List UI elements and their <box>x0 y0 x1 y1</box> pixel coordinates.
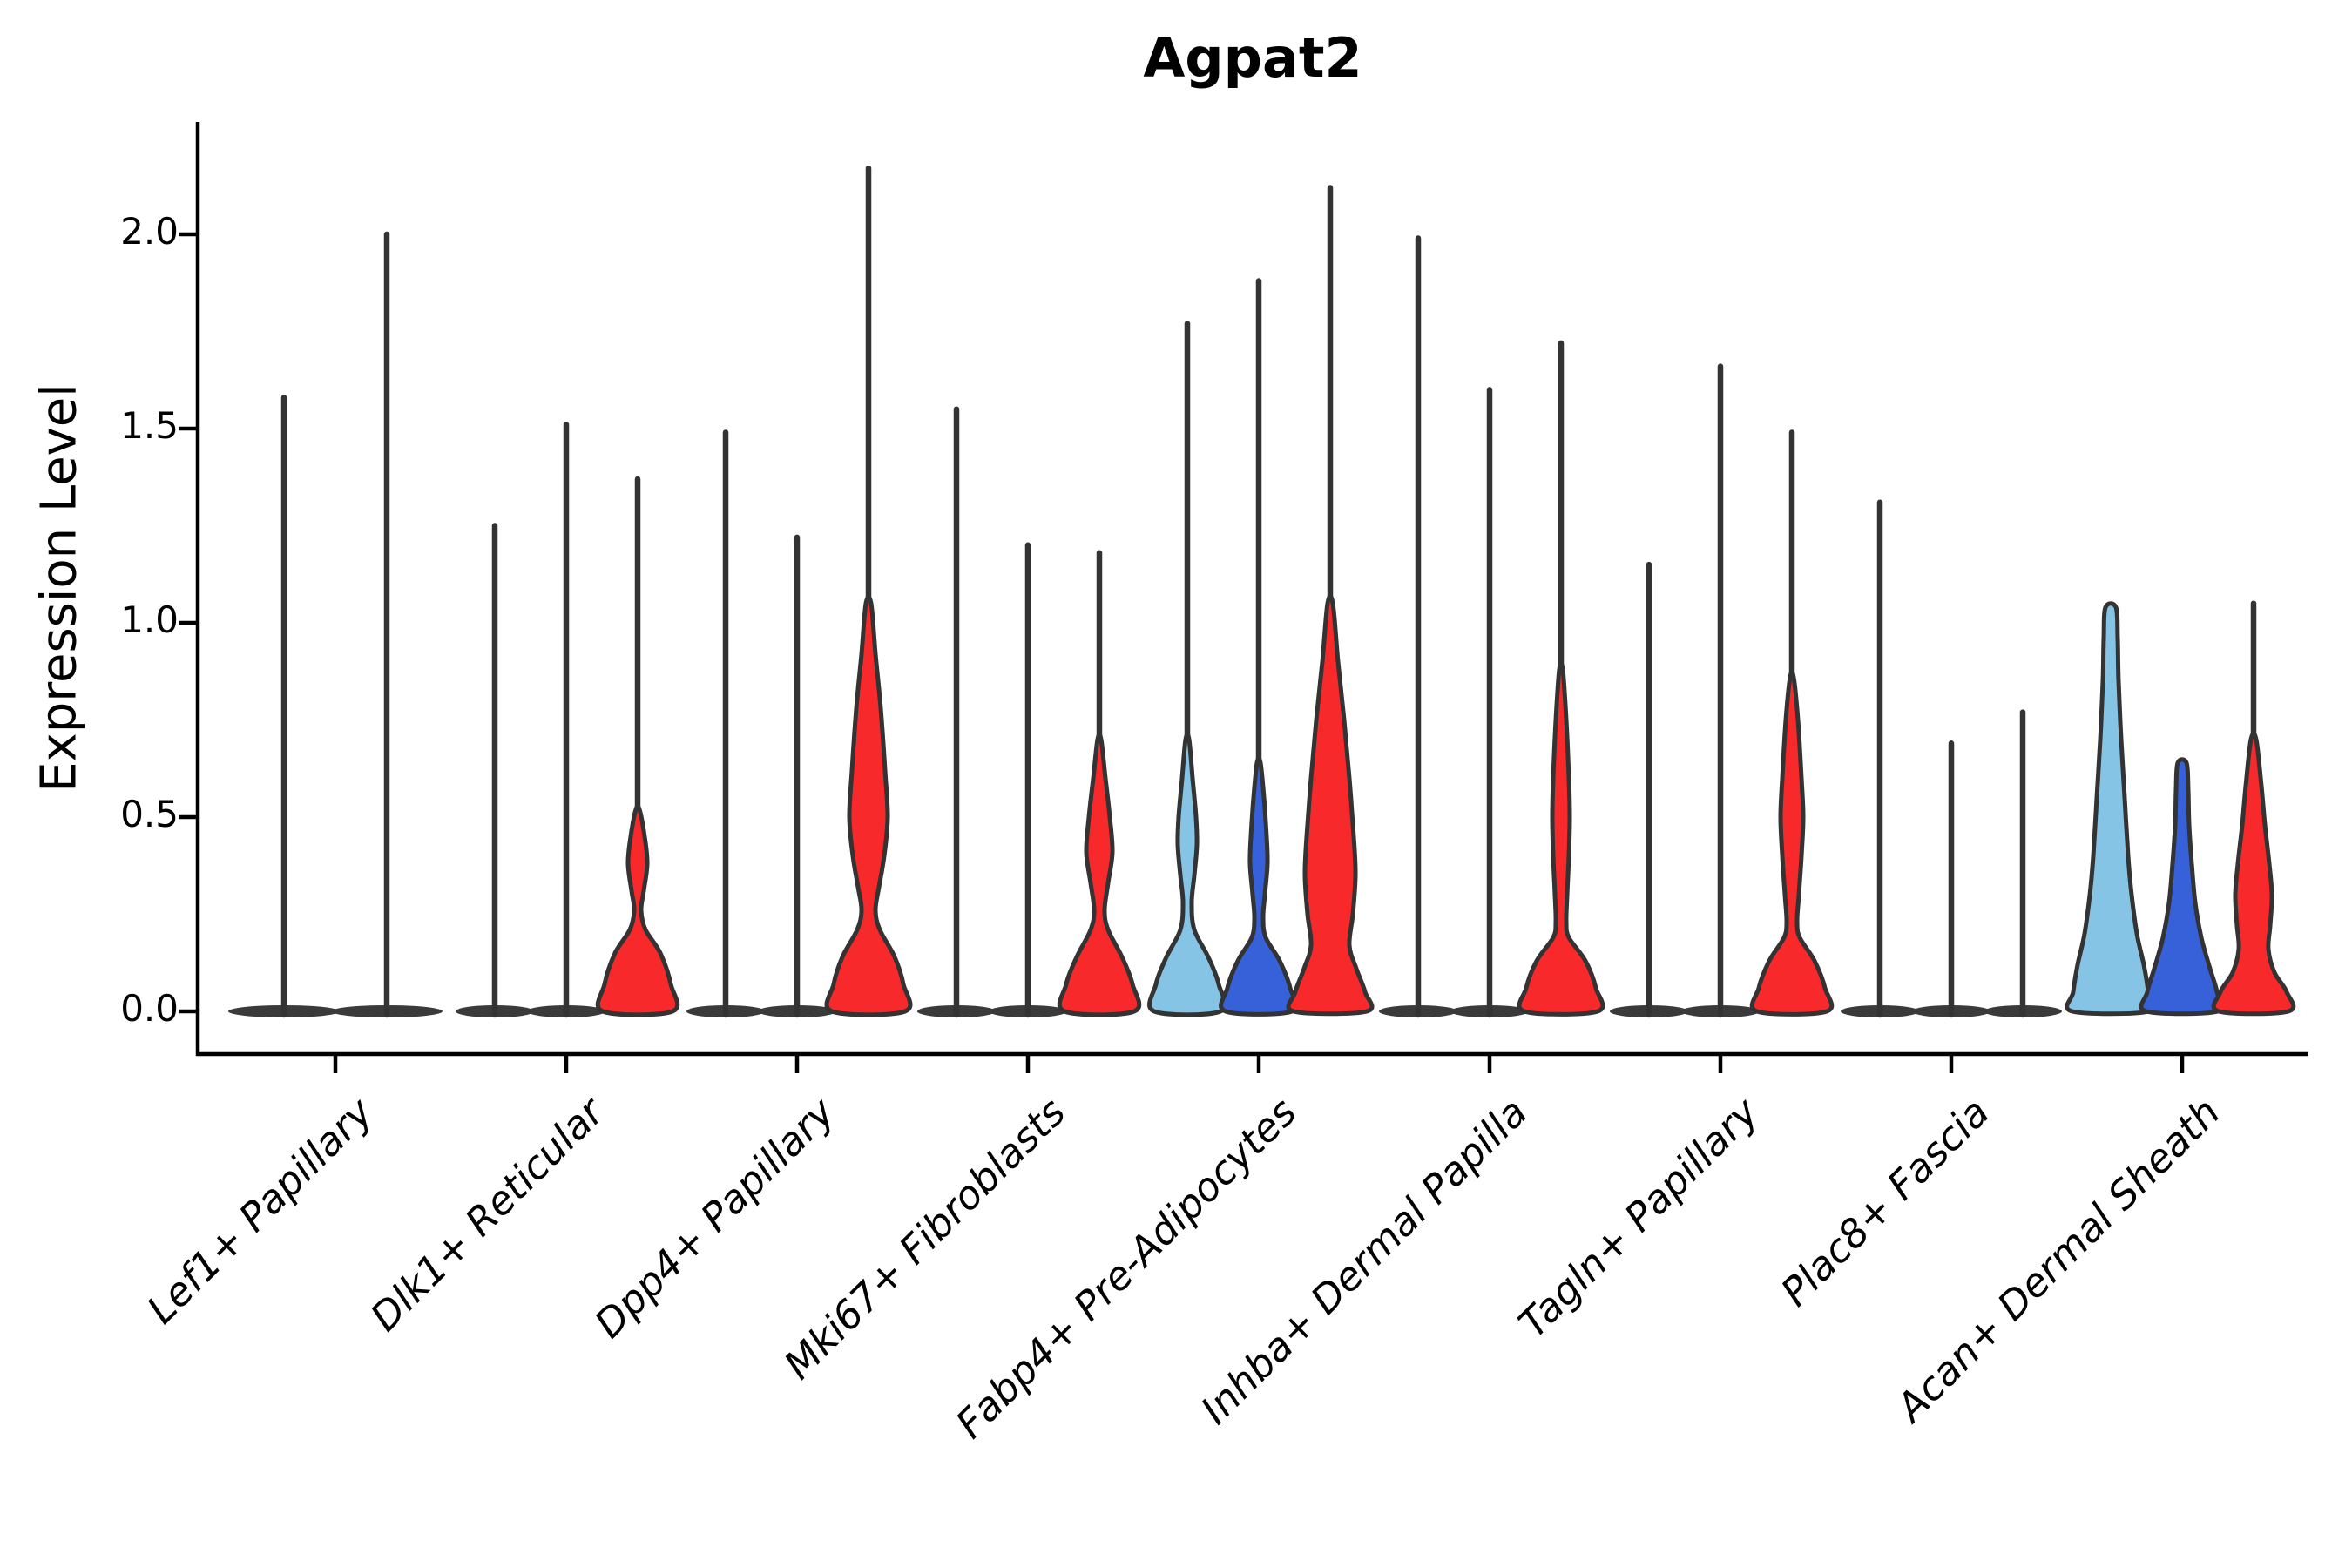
y-tick-label: 1.0 <box>120 598 179 641</box>
violin-red-g4 <box>1286 593 1375 1017</box>
violin-red-g3 <box>1057 732 1142 1017</box>
violin-red-g1 <box>595 803 680 1017</box>
violin-red-g2 <box>824 594 913 1017</box>
y-tick-label: 1.5 <box>120 404 179 447</box>
violin-blue-g8 <box>2139 757 2226 1017</box>
y-tick-label: 0.5 <box>120 793 179 835</box>
violin-lightblue-g4 <box>1147 732 1227 1017</box>
y-tick-label: 0.0 <box>120 987 179 1030</box>
violin-blue-g4 <box>1219 756 1299 1017</box>
axis-spines <box>195 122 2308 1057</box>
violin-red-g6 <box>1749 669 1835 1017</box>
chart-title: Agpat2 <box>1143 26 1362 90</box>
y-tick-label: 2.0 <box>120 210 179 253</box>
violin-red-g8 <box>2211 731 2296 1017</box>
violin-red-g5 <box>1517 660 1605 1017</box>
violin-lightblue-g8 <box>2065 601 2157 1017</box>
